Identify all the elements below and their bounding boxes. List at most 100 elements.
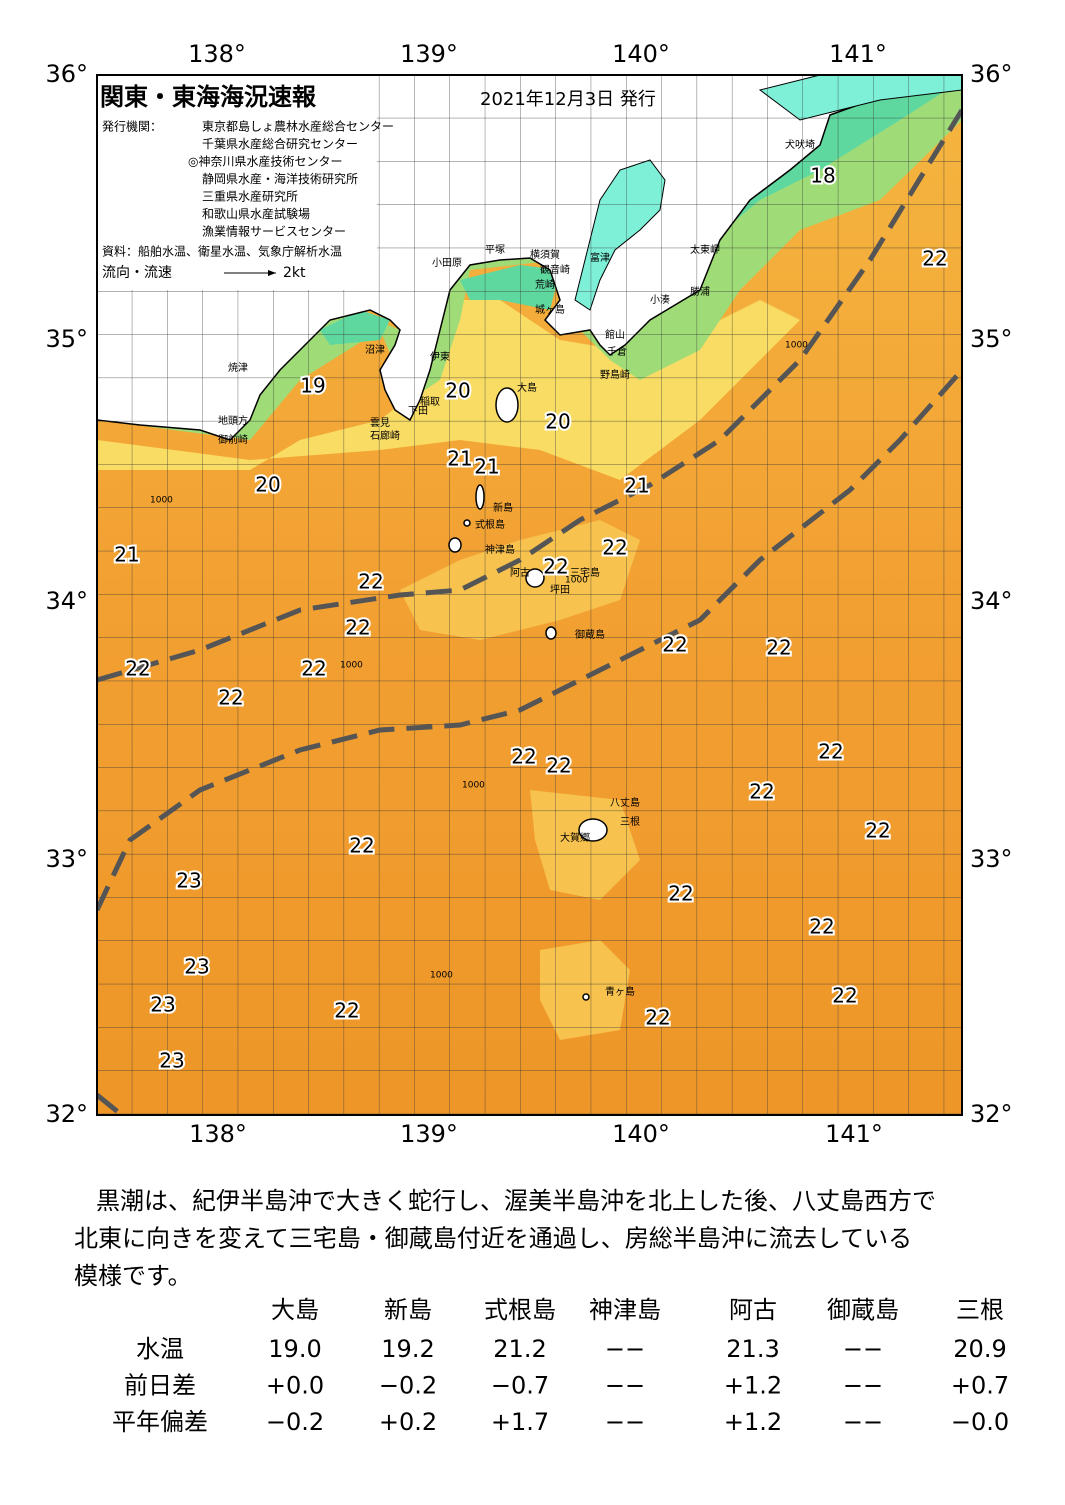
place-name: 御蔵島 (575, 628, 605, 641)
issuer: 静岡県水産・海洋技術研究所 (202, 171, 358, 186)
place-name: 地頭方 (218, 414, 248, 427)
temperature-label: 18 (810, 164, 835, 188)
table-cell: 19.2 (381, 1335, 434, 1363)
lon-label: 139° (400, 1120, 458, 1148)
temperature-label: 19 (300, 374, 325, 398)
table-cell: −− (605, 1372, 645, 1400)
map-frame (96, 74, 963, 1116)
summary-line: 黒潮は、紀伊半島沖で大きく蛇行し、渥美半島沖を北上した後、八丈島西方で (96, 1187, 936, 1215)
issuer: 和歌山県水産試験場 (202, 206, 310, 221)
title: 関東・東海海況速報 (100, 83, 317, 111)
place-name: 神津島 (485, 543, 515, 556)
table-cell: +1.2 (724, 1372, 782, 1400)
legend-arrowhead (268, 270, 276, 276)
table-cell: −0.2 (266, 1408, 324, 1436)
lon-label: 141° (829, 40, 887, 68)
table-cell: +1.7 (491, 1408, 549, 1436)
depth-label: 1000 (565, 576, 588, 586)
legend-box (97, 75, 377, 290)
temperature-label: 22 (218, 686, 243, 710)
issuer: 三重県水産研究所 (202, 189, 298, 204)
place-name: 三宅島 (570, 566, 600, 579)
summary-line: 模様です。 (74, 1262, 192, 1290)
place-name: 千倉 (607, 345, 627, 358)
depth-label: 1000 (430, 971, 453, 981)
issuer: 千葉県水産総合研究センター (202, 136, 358, 151)
depth-label: 1000 (462, 781, 485, 791)
temperature-label: 21 (474, 455, 499, 479)
table-cell: −− (605, 1335, 645, 1363)
table-cell: −− (605, 1408, 645, 1436)
temperature-label: 23 (184, 955, 209, 979)
temperature-label: 22 (832, 984, 857, 1008)
depth-label: 1000 (150, 496, 173, 506)
lat-label: 32° (970, 1100, 1013, 1128)
place-name: 横須賀 (530, 248, 560, 261)
table-header: 式根島 (484, 1296, 556, 1324)
table-cell: −0.0 (951, 1408, 1009, 1436)
lat-label: 32° (45, 1100, 88, 1128)
lon-label: 138° (188, 40, 246, 68)
temperature-label: 21 (114, 543, 139, 567)
temperature-label: 22 (345, 616, 370, 640)
summary-line: 北東に向きを変えて三宅島・御蔵島付近を通過し、房総半島沖に流去している (74, 1225, 912, 1253)
temperature-label: 22 (818, 740, 843, 764)
table-cell: 21.3 (726, 1335, 779, 1363)
row-label: 水温 (136, 1335, 184, 1363)
place-name: 伊東 (430, 350, 450, 363)
row-label: 平年偏差 (112, 1408, 208, 1436)
temperature-label: 22 (301, 657, 326, 681)
place-name: 犬吠埼 (785, 138, 815, 151)
temperature-label: 22 (749, 780, 774, 804)
place-name: 青ヶ島 (605, 985, 635, 998)
issue-date: 2021年12月3日 発行 (480, 89, 656, 110)
lat-label: 34° (45, 587, 88, 615)
table-cell: 19.0 (268, 1335, 321, 1363)
place-name: 式根島 (475, 518, 505, 531)
table-cell: −0.2 (379, 1372, 437, 1400)
table-cell: −− (843, 1335, 883, 1363)
place-name: 城ヶ島 (535, 303, 565, 316)
depth-label: 1000 (340, 661, 363, 671)
temperature-label: 21 (624, 474, 649, 498)
lon-label: 138° (189, 1120, 247, 1148)
lat-label: 33° (45, 845, 88, 873)
table-header: 大島 (271, 1296, 319, 1324)
lon-label: 139° (400, 40, 458, 68)
place-name: 御前崎 (218, 433, 248, 446)
table-header: 新島 (384, 1296, 432, 1324)
place-name: 小田原 (432, 257, 462, 269)
lat-label: 33° (970, 845, 1013, 873)
table-cell: +0.0 (266, 1372, 324, 1400)
table-cell: 20.9 (953, 1335, 1006, 1363)
temperature-label: 22 (358, 570, 383, 594)
map (97, 75, 962, 1115)
lat-label: 35° (970, 325, 1013, 353)
table-header: 御蔵島 (827, 1296, 899, 1324)
temperature-label: 23 (159, 1049, 184, 1073)
temperature-label: 22 (662, 633, 687, 657)
table-cell: +1.2 (724, 1408, 782, 1436)
issuer: 漁業情報サービスセンター (202, 225, 346, 239)
lat-label: 34° (970, 587, 1013, 615)
place-name: 坪田 (550, 583, 570, 596)
place-name: 大島 (517, 381, 537, 394)
table-cell: −− (843, 1408, 883, 1436)
row-label: 前日差 (124, 1372, 196, 1400)
temperature-label: 22 (543, 555, 568, 579)
table-header: 神津島 (589, 1296, 661, 1324)
place-name: 館山 (605, 328, 625, 341)
table-header: 阿古 (729, 1296, 777, 1324)
legend-label: 流向・流速 (102, 265, 172, 281)
place-name: 雲見 (370, 417, 390, 429)
place-name: 大賀郷 (560, 831, 590, 844)
temperature-label: 22 (602, 536, 627, 560)
place-name: 富津 (590, 251, 610, 264)
table-cell: −− (843, 1372, 883, 1400)
temperature-label: 22 (809, 915, 834, 939)
table-header: 三根 (956, 1296, 1004, 1324)
temperature-label: 22 (349, 834, 374, 858)
lon-label: 140° (612, 40, 670, 68)
temperature-label: 22 (922, 247, 947, 271)
